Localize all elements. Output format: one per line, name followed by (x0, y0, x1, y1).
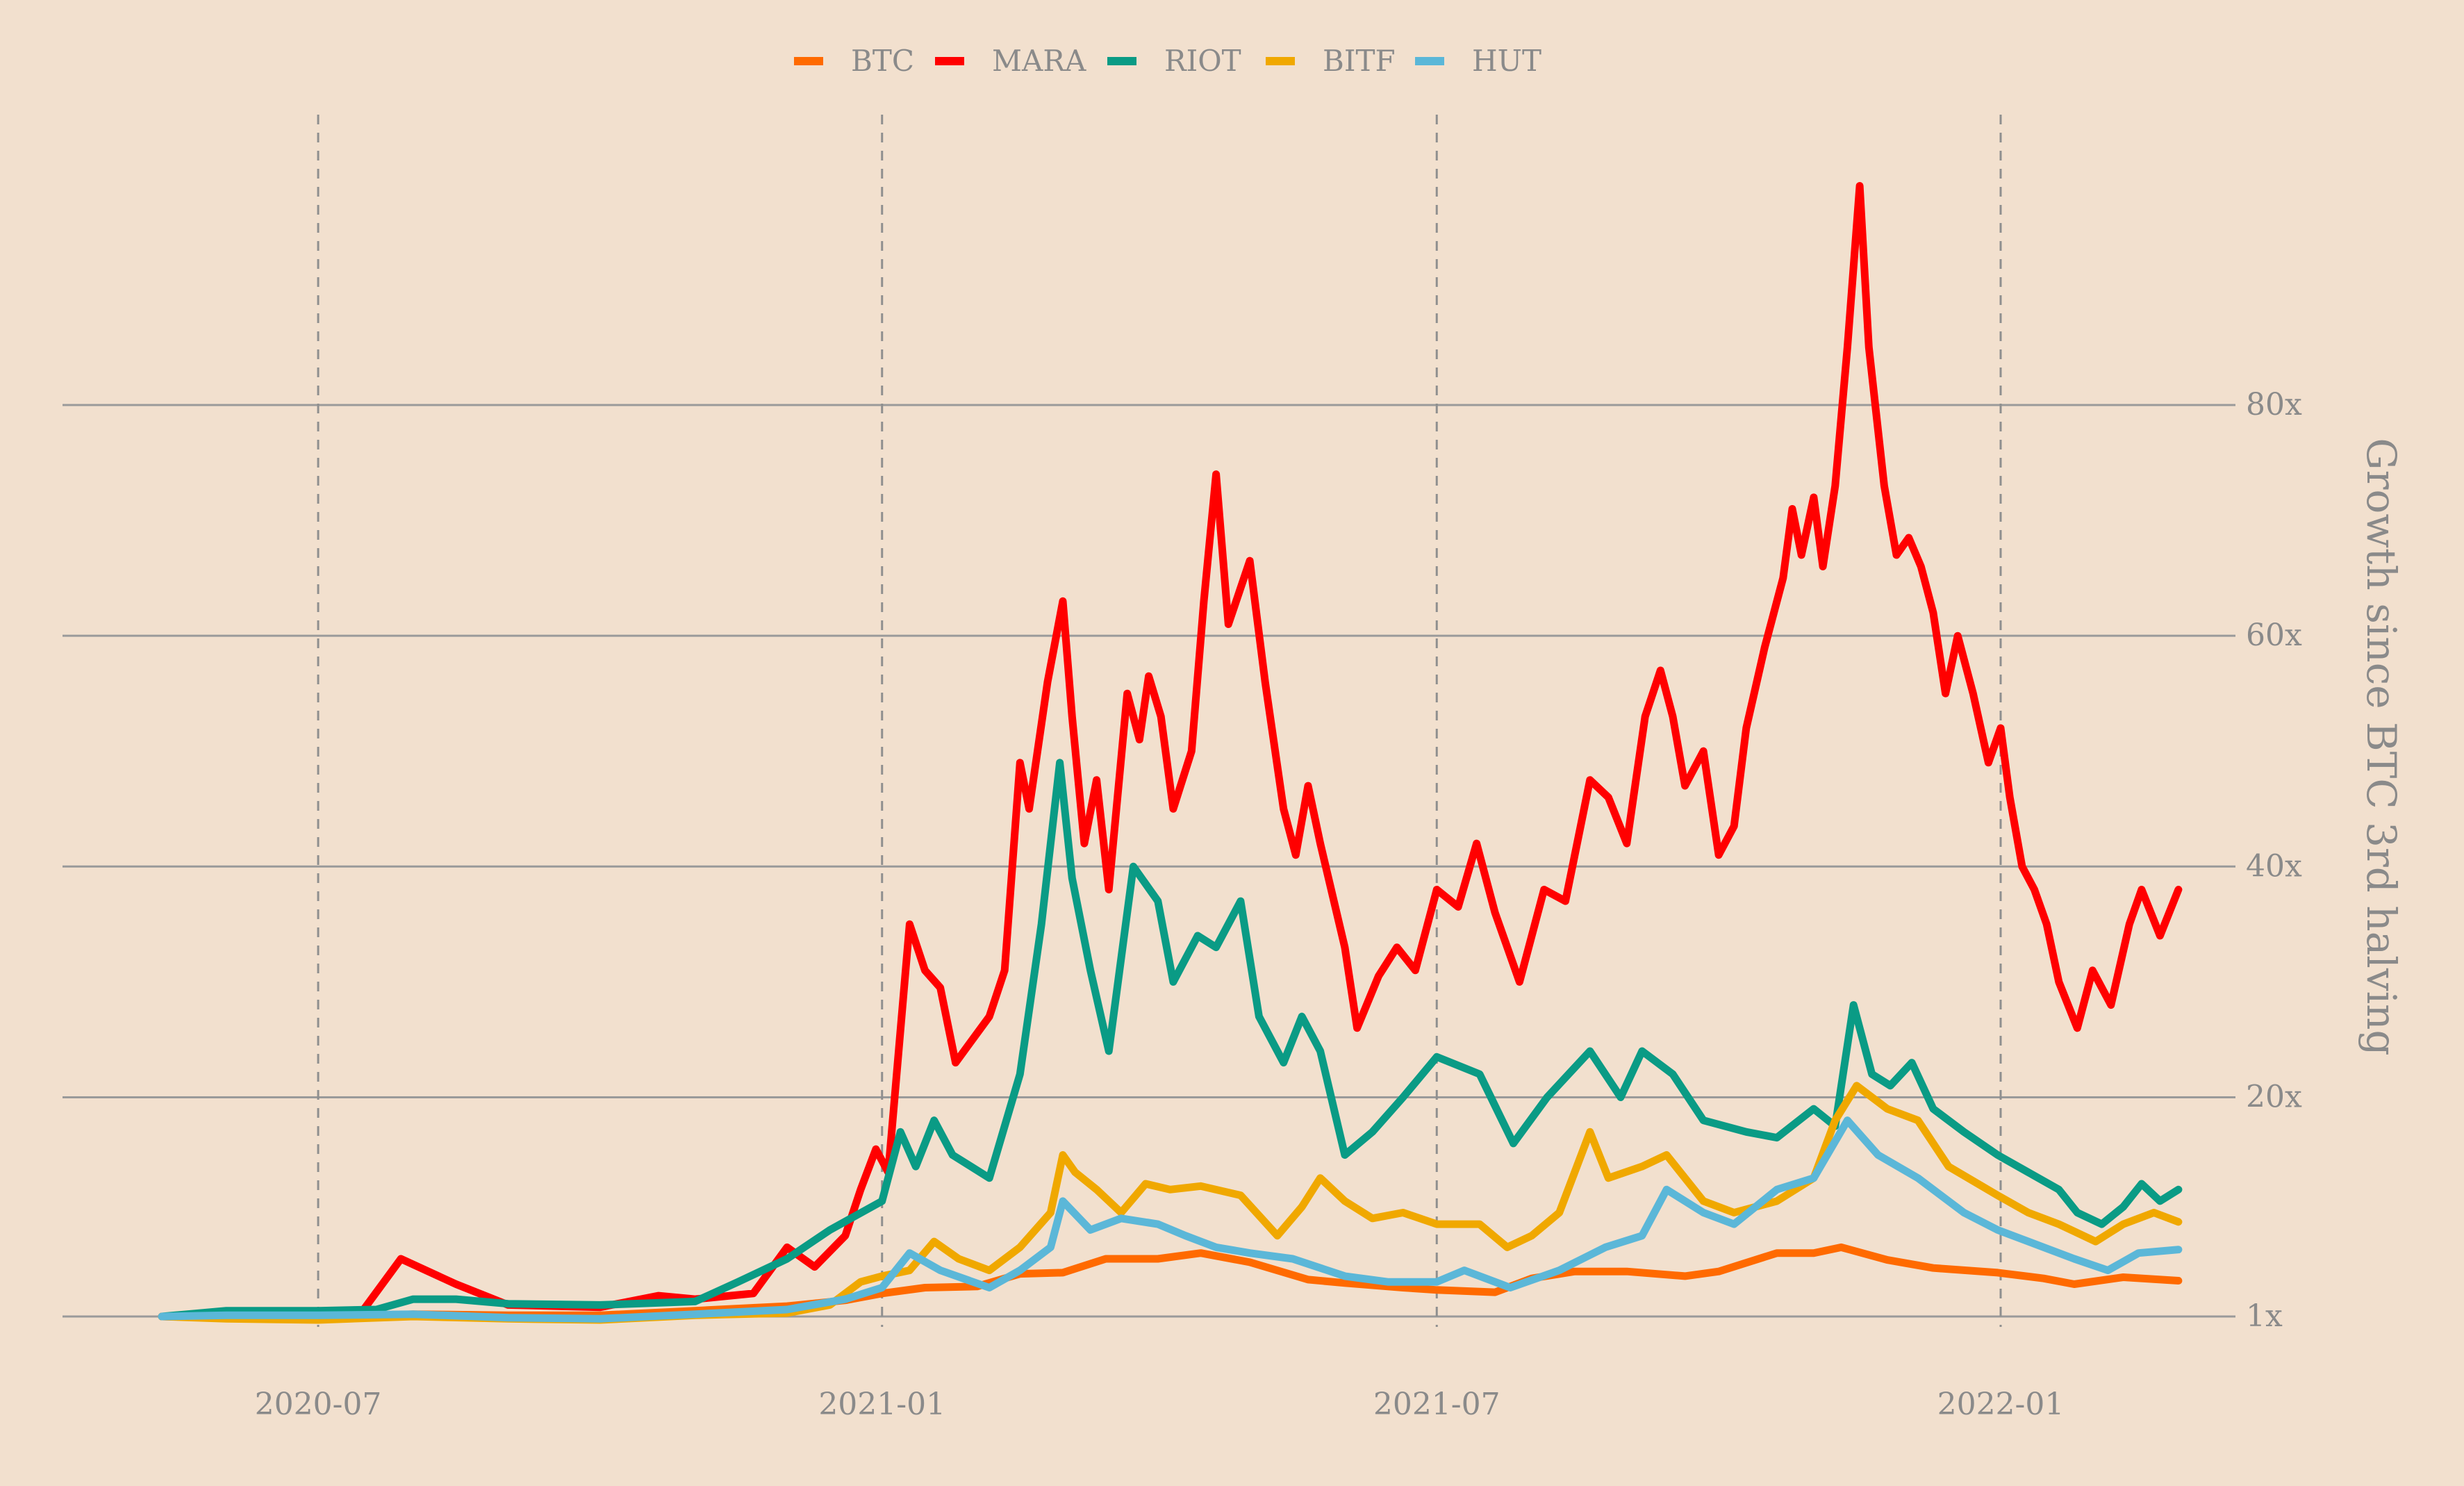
legend-label-btc: BTC (851, 44, 914, 78)
x-tick-label: 2021-07 (1373, 1387, 1500, 1422)
legend-label-hut: HUT (1472, 44, 1541, 78)
legend-label-bitf: BITF (1323, 44, 1396, 78)
x-tick-label: 2020-07 (255, 1387, 382, 1422)
y-tick-label: 40x (2246, 848, 2302, 884)
legend: BTC MARA RIOT BITF HUT (794, 44, 1541, 78)
series-line-bitf (158, 1082, 2183, 1324)
legend-label-mara: MARA (992, 44, 1086, 78)
tick-labels: 1x 20x 40x 60x 80x 2020-07 2021-01 2021-07 2022-… (255, 387, 2302, 1422)
x-tick-label: 2021-01 (818, 1387, 945, 1422)
series-line-btc (158, 1243, 2183, 1322)
y-tick-label: 60x (2246, 618, 2302, 653)
x-tick-label: 2022-01 (1937, 1387, 2065, 1422)
y-tick-label: 1x (2246, 1298, 2283, 1334)
legend-label-riot: RIOT (1164, 44, 1241, 78)
grid-layer (63, 115, 2235, 1327)
y-tick-label: 80x (2246, 387, 2302, 422)
series-layer (158, 182, 2183, 1324)
y-axis-title: Growth since BTC 3rd halving (2358, 438, 2405, 1055)
series-line-mara (158, 182, 2183, 1322)
series-line-hut (158, 1116, 2183, 1323)
series-line-riot (158, 759, 2183, 1321)
y-tick-label: 20x (2246, 1079, 2302, 1114)
